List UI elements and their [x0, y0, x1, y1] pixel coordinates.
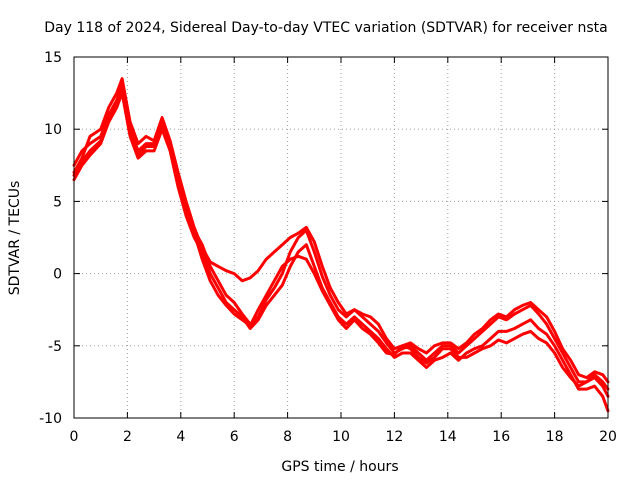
- y-tick-label: 15: [44, 50, 62, 66]
- x-tick-label: 12: [385, 429, 403, 445]
- x-tick-label: 4: [176, 429, 185, 445]
- y-tick-label: -5: [48, 339, 62, 355]
- y-tick-label: 5: [53, 194, 62, 210]
- y-axis-ticks: 15 10 5 0 -5 -10: [39, 50, 608, 427]
- x-tick-label: 0: [70, 429, 79, 445]
- chart-title: Day 118 of 2024, Sidereal Day-to-day VTE…: [44, 20, 607, 36]
- y-tick-label: 10: [44, 122, 62, 138]
- y-axis-title: SDTVAR / TECUs: [7, 181, 23, 296]
- x-tick-label: 10: [332, 429, 350, 445]
- x-axis-ticks: 0 2 4 6 8 10 12 14 16 18 20: [70, 57, 617, 445]
- series-line-trace-3: [72, 77, 610, 384]
- series-group: [72, 77, 610, 413]
- x-axis-title: GPS time / hours: [281, 459, 398, 475]
- x-tick-label: 18: [546, 429, 564, 445]
- grid: [74, 57, 608, 418]
- series-line-trace-4: [72, 87, 610, 398]
- x-tick-label: 14: [439, 429, 457, 445]
- x-tick-label: 2: [123, 429, 132, 445]
- x-tick-label: 8: [283, 429, 292, 445]
- x-tick-label: 16: [492, 429, 510, 445]
- y-tick-label: -10: [39, 411, 62, 427]
- x-tick-label: 20: [599, 429, 617, 445]
- x-tick-label: 6: [230, 429, 239, 445]
- y-tick-label: 0: [53, 267, 62, 283]
